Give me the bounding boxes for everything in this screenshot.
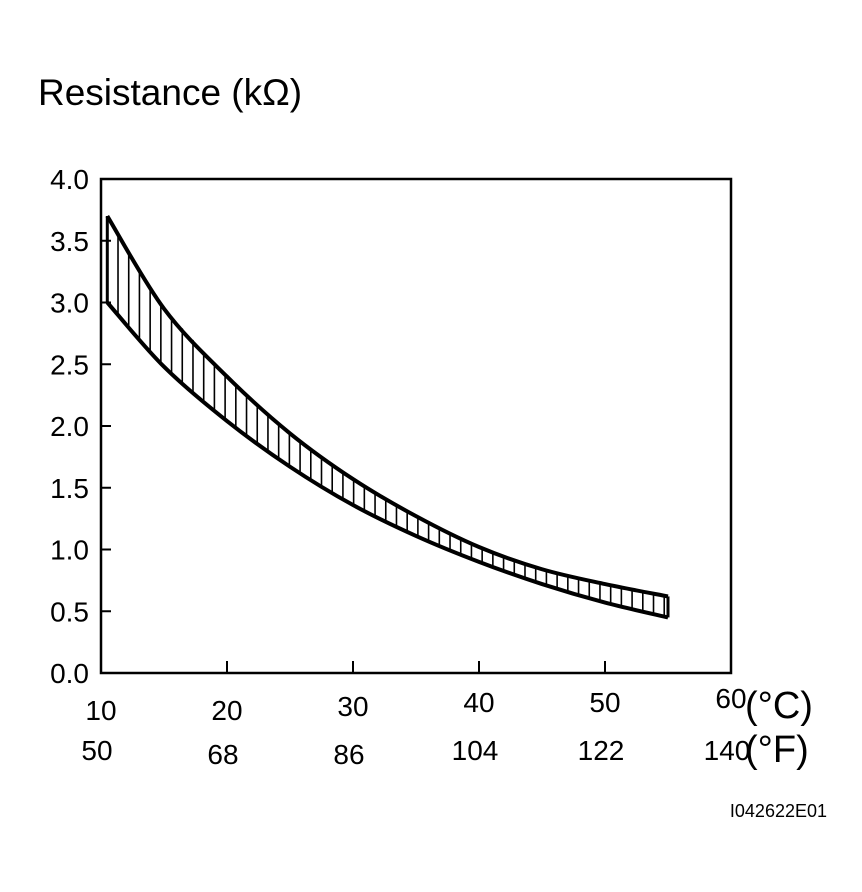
upper-limit-curve — [105, 215, 669, 599]
x-tick-label-fahrenheit: 86 — [333, 739, 364, 770]
lower-limit-curve — [105, 301, 669, 620]
y-tick-label: 0.0 — [50, 658, 89, 689]
figure-reference: I042622E01 — [730, 801, 827, 821]
y-tick-label: 1.0 — [50, 535, 89, 566]
y-tick-label: 0.5 — [50, 596, 89, 627]
x-tick-label-fahrenheit: 122 — [578, 735, 625, 766]
y-axis-title: Resistance (kΩ) — [38, 72, 302, 113]
y-tick-label: 2.0 — [50, 411, 89, 442]
y-tick-label: 4.0 — [50, 164, 89, 195]
x-tick-label-fahrenheit: 140 — [704, 735, 751, 766]
x-tick-label-fahrenheit: 104 — [452, 735, 499, 766]
x-tick-label-celsius: 30 — [337, 691, 368, 722]
y-tick-label: 3.5 — [50, 226, 89, 257]
tolerance-band-curves — [105, 215, 669, 620]
x-tick-label-celsius: 40 — [463, 687, 494, 718]
tolerance-band-hatch — [105, 216, 670, 618]
y-tick-label: 1.5 — [50, 473, 89, 504]
x-tick-label-celsius: 20 — [211, 695, 242, 726]
y-axis-ticks: 0.0 0.5 1.0 1.5 2.0 2.5 3.0 3.5 4.0 — [50, 164, 111, 689]
y-tick-label: 2.5 — [50, 349, 89, 380]
plot-frame — [99, 177, 733, 675]
x-tick-label-fahrenheit: 68 — [207, 739, 238, 770]
x-tick-label-celsius: 50 — [589, 687, 620, 718]
x-tick-label-fahrenheit: 50 — [81, 735, 112, 766]
x-tick-label-celsius: 60 — [715, 683, 746, 714]
x-unit-fahrenheit: (°F) — [745, 729, 809, 771]
x-axis-ticks: 10 50 20 68 30 86 40 104 50 122 60 140 — [81, 661, 750, 770]
x-unit-celsius: (°C) — [745, 685, 813, 727]
x-tick-label-celsius: 10 — [85, 695, 116, 726]
y-tick-label: 3.0 — [50, 288, 89, 319]
